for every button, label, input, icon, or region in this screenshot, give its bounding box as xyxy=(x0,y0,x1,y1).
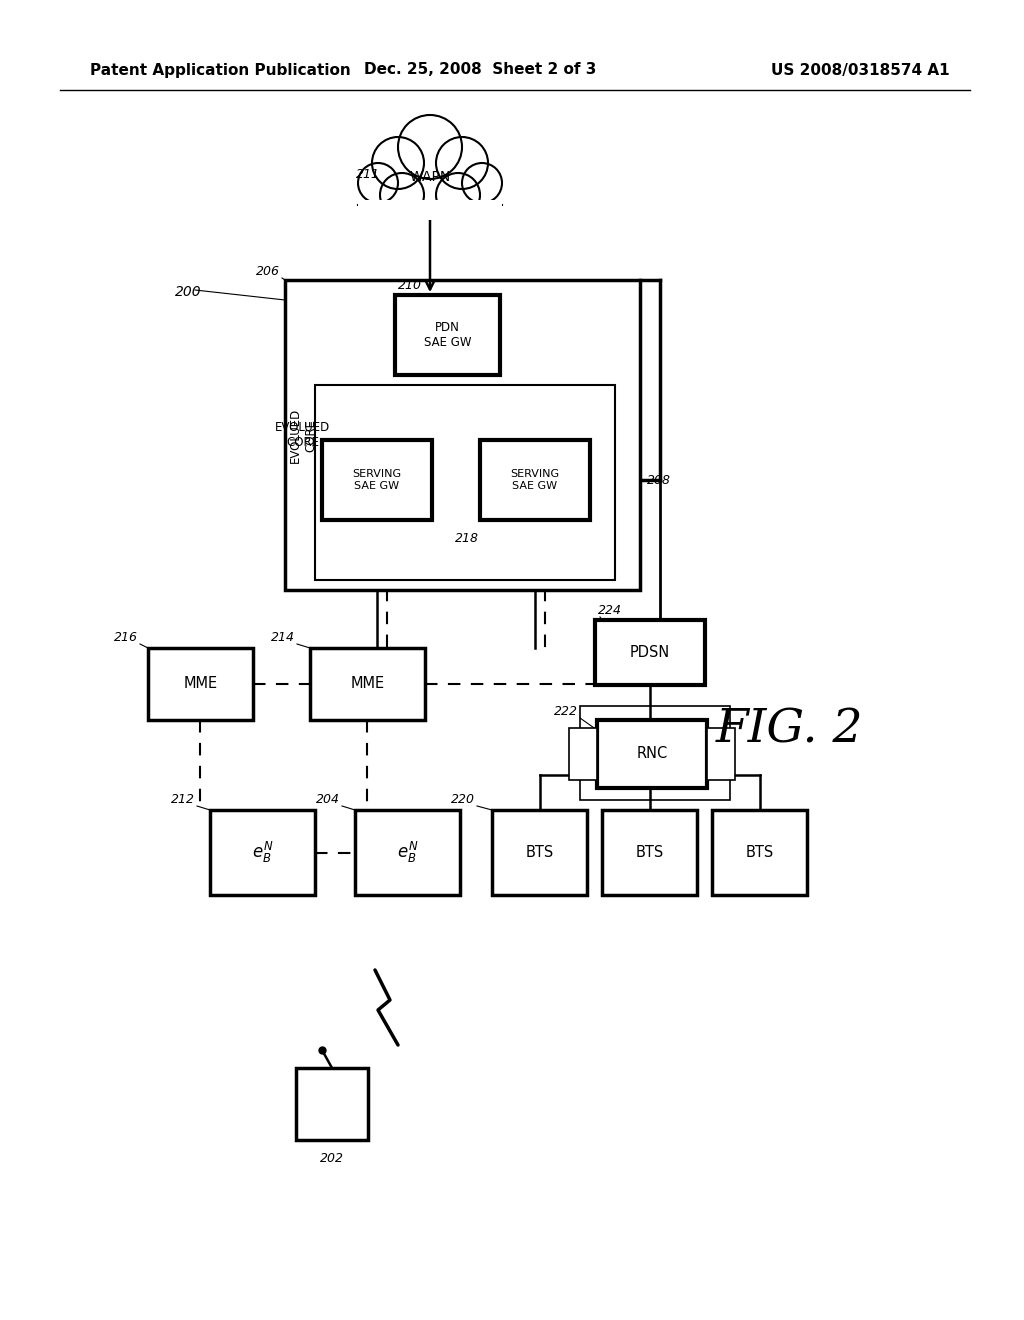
Text: 212: 212 xyxy=(171,793,195,807)
FancyBboxPatch shape xyxy=(148,648,253,719)
Circle shape xyxy=(436,173,480,216)
FancyBboxPatch shape xyxy=(210,810,315,895)
Text: 220: 220 xyxy=(451,793,475,807)
FancyBboxPatch shape xyxy=(322,440,432,520)
FancyBboxPatch shape xyxy=(712,810,807,895)
FancyBboxPatch shape xyxy=(569,729,597,780)
FancyBboxPatch shape xyxy=(315,385,615,579)
Text: BTS: BTS xyxy=(745,845,773,861)
Text: EVOLUED
CORE: EVOLUED CORE xyxy=(275,421,331,449)
FancyBboxPatch shape xyxy=(480,440,590,520)
Text: 224: 224 xyxy=(598,605,622,616)
FancyBboxPatch shape xyxy=(296,1068,368,1140)
FancyBboxPatch shape xyxy=(602,810,697,895)
Text: RNC: RNC xyxy=(636,747,668,762)
FancyBboxPatch shape xyxy=(492,810,587,895)
FancyBboxPatch shape xyxy=(358,201,502,220)
Text: BTS: BTS xyxy=(635,845,664,861)
Text: Dec. 25, 2008  Sheet 2 of 3: Dec. 25, 2008 Sheet 2 of 3 xyxy=(364,62,596,78)
Text: 200: 200 xyxy=(175,285,202,300)
Text: Patent Application Publication: Patent Application Publication xyxy=(90,62,351,78)
Text: PDSN: PDSN xyxy=(630,645,670,660)
Text: 216: 216 xyxy=(114,631,138,644)
FancyBboxPatch shape xyxy=(595,620,705,685)
Text: 202: 202 xyxy=(319,1151,344,1164)
Text: FIG. 2: FIG. 2 xyxy=(716,708,864,752)
Text: BTS: BTS xyxy=(525,845,554,861)
Text: PDN
SAE GW: PDN SAE GW xyxy=(424,321,471,348)
Circle shape xyxy=(462,162,502,203)
FancyBboxPatch shape xyxy=(355,810,460,895)
Text: EVOLUED
CORE: EVOLUED CORE xyxy=(289,408,317,462)
Text: WAPN: WAPN xyxy=(410,170,451,183)
Text: $e^{N}_{B}$: $e^{N}_{B}$ xyxy=(252,840,273,865)
Text: 222: 222 xyxy=(554,705,578,718)
Text: 218: 218 xyxy=(455,532,479,545)
Circle shape xyxy=(372,137,424,189)
FancyBboxPatch shape xyxy=(597,719,707,788)
Text: SERVING
SAE GW: SERVING SAE GW xyxy=(510,469,559,491)
Text: MME: MME xyxy=(350,676,385,692)
FancyBboxPatch shape xyxy=(310,648,425,719)
Text: 211: 211 xyxy=(356,169,380,181)
Circle shape xyxy=(358,162,398,203)
Circle shape xyxy=(436,137,488,189)
FancyBboxPatch shape xyxy=(707,729,735,780)
FancyBboxPatch shape xyxy=(285,280,640,590)
Text: MME: MME xyxy=(183,676,217,692)
Circle shape xyxy=(398,115,462,180)
Text: 206: 206 xyxy=(256,265,280,279)
Circle shape xyxy=(380,173,424,216)
Text: 208: 208 xyxy=(647,474,671,487)
Text: $e^{N}_{B}$: $e^{N}_{B}$ xyxy=(396,840,418,865)
Text: US 2008/0318574 A1: US 2008/0318574 A1 xyxy=(771,62,950,78)
FancyBboxPatch shape xyxy=(395,294,500,375)
Text: 204: 204 xyxy=(316,793,340,807)
Text: 214: 214 xyxy=(271,631,295,644)
Text: SERVING
SAE GW: SERVING SAE GW xyxy=(352,469,401,491)
Text: 210: 210 xyxy=(398,279,422,292)
